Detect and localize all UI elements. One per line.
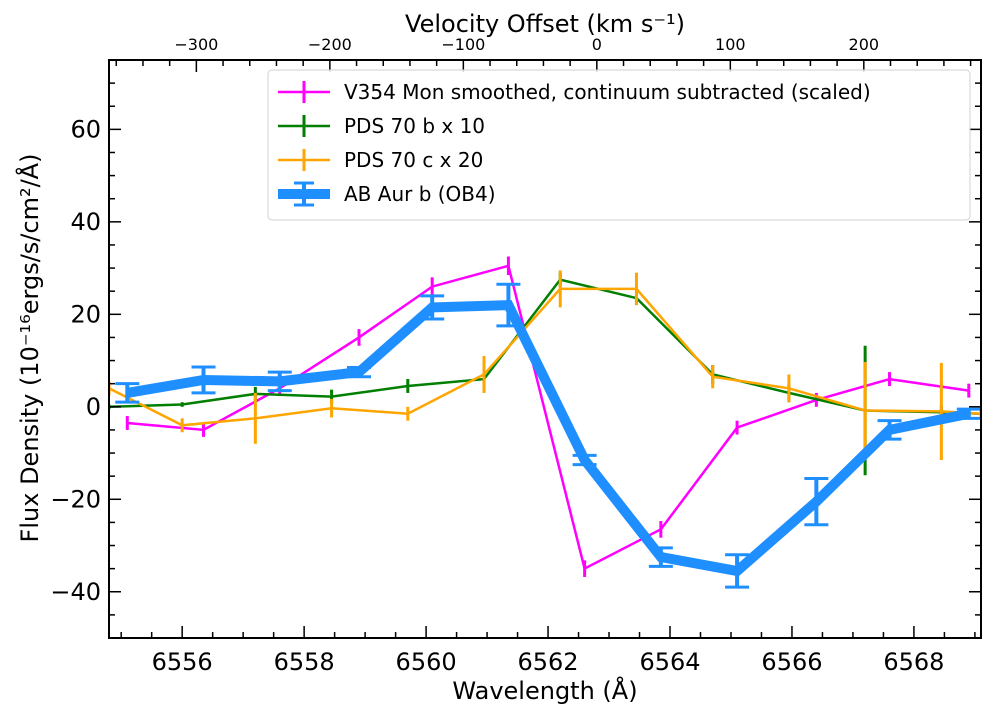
y-tick-label: 60 [70,115,101,143]
x-tick-label: 6558 [274,648,335,676]
y-tick-label: 40 [70,208,101,236]
top-tick-label: −200 [308,35,352,54]
x-axis-title: Wavelength (Å) [452,676,637,705]
x-tick-label: 6560 [396,648,457,676]
series-line [126,300,970,577]
top-tick-label: 0 [592,35,602,54]
series-4 [115,282,981,589]
x-tick-label: 6556 [152,648,213,676]
plot-area [109,256,981,589]
x-tick-label: 6568 [883,648,944,676]
x-tick-label: 6566 [761,648,822,676]
series-group [109,256,981,589]
axes: 6556 6558 6560 6562 6564 6566 6568−300 −200 −100… [50,35,982,676]
y-tick-label: 20 [70,300,101,328]
legend-entry-4: AB Aur b (OB4) [278,181,496,207]
series-line [127,264,969,571]
y-tick-label: −40 [50,578,101,606]
y-tick-label: 0 [86,393,101,421]
series-line [109,278,981,415]
legend-entry-1: V354 Mon smoothed, continuum subtracted … [278,80,871,104]
series-line [109,287,981,427]
series-3 [109,270,981,460]
y-axis-title: Flux Density (10⁻¹⁶ergs/s/cm²/Å) [15,154,44,543]
legend-box [267,69,971,221]
legend-entry-3: PDS 70 c x 20 [278,148,483,172]
legend-label: PDS 70 c x 20 [344,148,483,172]
top-tick-label: 100 [715,35,746,54]
top-tick-label: −300 [174,35,218,54]
top-axis-title: Velocity Offset (km s⁻¹) [405,10,685,38]
top-tick-label: 200 [849,35,880,54]
legend-label: V354 Mon smoothed, continuum subtracted … [344,80,871,104]
top-tick-label: −100 [441,35,485,54]
x-tick-label: 6564 [639,648,700,676]
x-tick-label: 6562 [518,648,579,676]
legend-entry-2: PDS 70 b x 10 [278,114,485,138]
series-1 [125,256,971,577]
legend: V354 Mon smoothed, continuum subtracted … [267,69,971,221]
legend-label: AB Aur b (OB4) [344,182,496,206]
plot-frame [108,59,982,639]
y-tick-label: −20 [50,485,101,513]
legend-label: PDS 70 b x 10 [344,114,485,138]
